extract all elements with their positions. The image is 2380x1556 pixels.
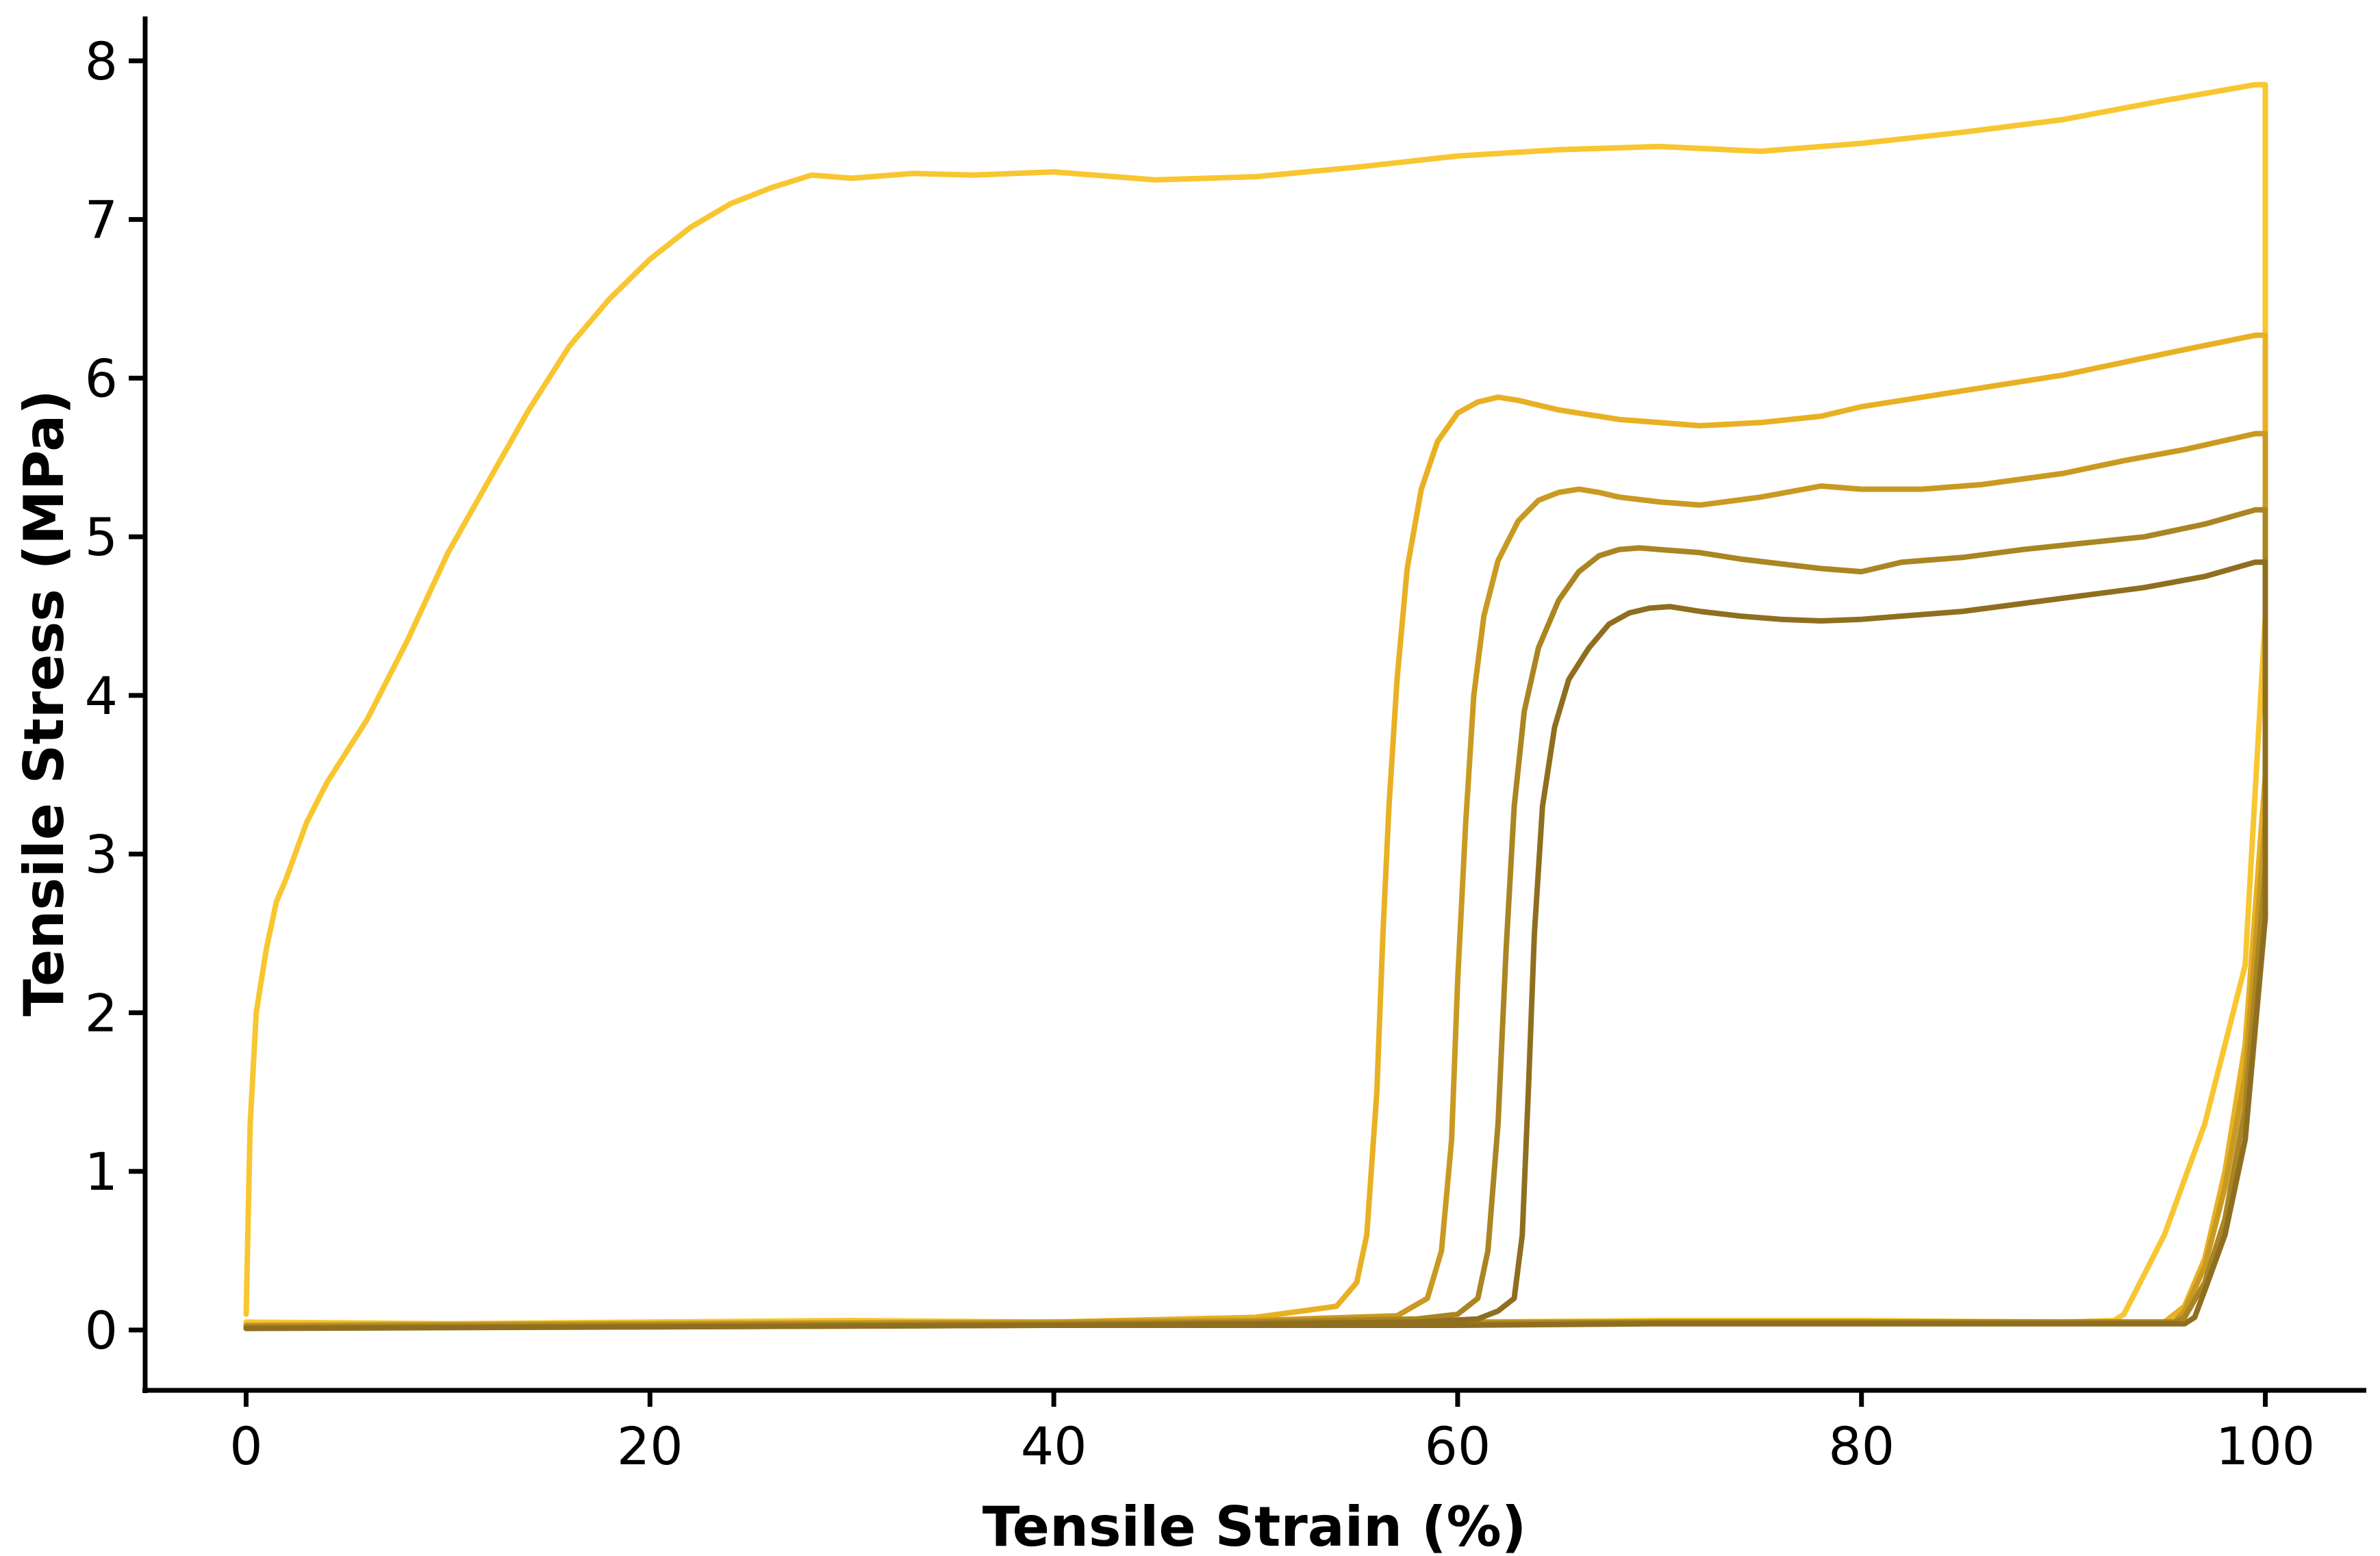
x-tick-label: 100 bbox=[2216, 1416, 2315, 1477]
y-tick-label: 0 bbox=[85, 1300, 118, 1361]
y-tick-label: 3 bbox=[85, 824, 118, 885]
x-axis-ticks: 0 20 40 60 80 100 bbox=[229, 1390, 2315, 1477]
series-line-1 bbox=[243, 81, 2268, 1327]
y-tick-label: 6 bbox=[85, 348, 118, 409]
y-axis-ticks: 0 1 2 3 4 5 6 7 8 bbox=[85, 31, 145, 1361]
series-line-3 bbox=[243, 431, 2268, 1330]
y-tick-label: 2 bbox=[85, 982, 118, 1043]
x-axis-label: Tensile Strain (%) bbox=[983, 1495, 1527, 1556]
series-layer bbox=[243, 81, 2268, 1331]
x-tick-label: 20 bbox=[617, 1416, 683, 1477]
x-tick-label: 80 bbox=[1828, 1416, 1895, 1477]
y-axis-label: Tensile Stress (MPa) bbox=[12, 390, 76, 1017]
x-tick-label: 40 bbox=[1021, 1416, 1087, 1477]
y-tick-label: 5 bbox=[85, 507, 118, 567]
y-tick-label: 8 bbox=[85, 31, 118, 92]
x-tick-label: 0 bbox=[229, 1416, 262, 1477]
y-tick-label: 1 bbox=[85, 1141, 118, 1202]
y-tick-label: 4 bbox=[85, 665, 118, 726]
series-line-4 bbox=[243, 507, 2268, 1330]
x-tick-label: 60 bbox=[1425, 1416, 1491, 1477]
y-tick-label: 7 bbox=[85, 190, 118, 251]
series-line-5 bbox=[243, 559, 2268, 1331]
